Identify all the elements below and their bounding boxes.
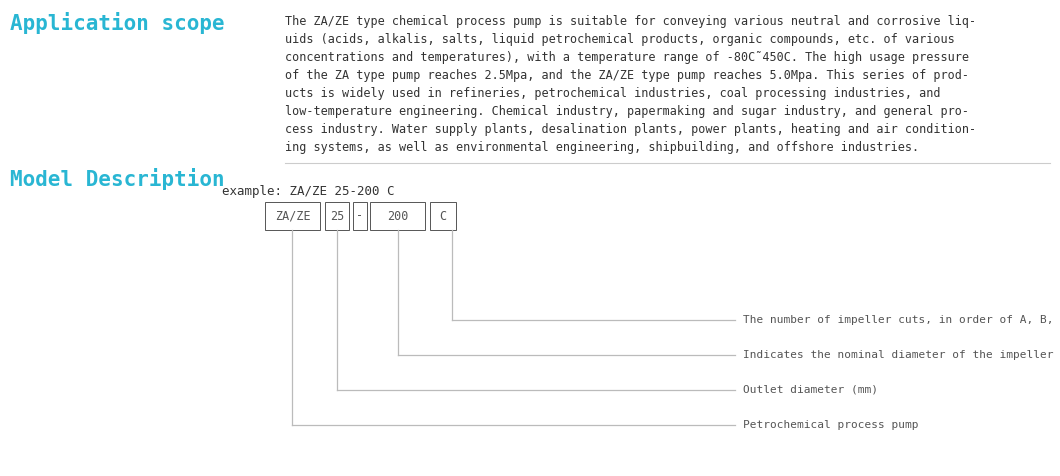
Text: low-temperature engineering. Chemical industry, papermaking and sugar industry, : low-temperature engineering. Chemical in… xyxy=(285,105,969,118)
Text: ZA/ZE: ZA/ZE xyxy=(275,209,311,222)
Text: concentrations and temperatures), with a temperature range of -80C˜450C. The hig: concentrations and temperatures), with a… xyxy=(285,51,969,64)
Text: example: ZA/ZE 25-200 C: example: ZA/ZE 25-200 C xyxy=(222,185,394,198)
Bar xyxy=(265,202,320,230)
Text: ing systems, as well as environmental engineering, shipbuilding, and offshore in: ing systems, as well as environmental en… xyxy=(285,141,919,154)
Text: The ZA/ZE type chemical process pump is suitable for conveying various neutral a: The ZA/ZE type chemical process pump is … xyxy=(285,15,976,28)
Text: -: - xyxy=(356,209,364,222)
Text: 200: 200 xyxy=(387,209,408,222)
Text: Application scope: Application scope xyxy=(10,12,225,34)
Text: Petrochemical process pump: Petrochemical process pump xyxy=(743,420,919,430)
Text: ucts is widely used in refineries, petrochemical industries, coal processing ind: ucts is widely used in refineries, petro… xyxy=(285,87,940,100)
Bar xyxy=(430,202,456,230)
Text: cess industry. Water supply plants, desalination plants, power plants, heating a: cess industry. Water supply plants, desa… xyxy=(285,123,976,136)
Text: C: C xyxy=(440,209,446,222)
Text: The number of impeller cuts, in order of A, B, C: The number of impeller cuts, in order of… xyxy=(743,315,1060,325)
Bar xyxy=(353,202,367,230)
Bar xyxy=(325,202,349,230)
Text: 25: 25 xyxy=(330,209,345,222)
Text: of the ZA type pump reaches 2.5Mpa, and the ZA/ZE type pump reaches 5.0Mpa. This: of the ZA type pump reaches 2.5Mpa, and … xyxy=(285,69,969,82)
Text: Model Description: Model Description xyxy=(10,168,225,190)
Bar xyxy=(370,202,425,230)
Text: Indicates the nominal diameter of the impeller (mm): Indicates the nominal diameter of the im… xyxy=(743,350,1060,360)
Text: Outlet diameter (mm): Outlet diameter (mm) xyxy=(743,385,878,395)
Text: uids (acids, alkalis, salts, liquid petrochemical products, organic compounds, e: uids (acids, alkalis, salts, liquid petr… xyxy=(285,33,955,46)
